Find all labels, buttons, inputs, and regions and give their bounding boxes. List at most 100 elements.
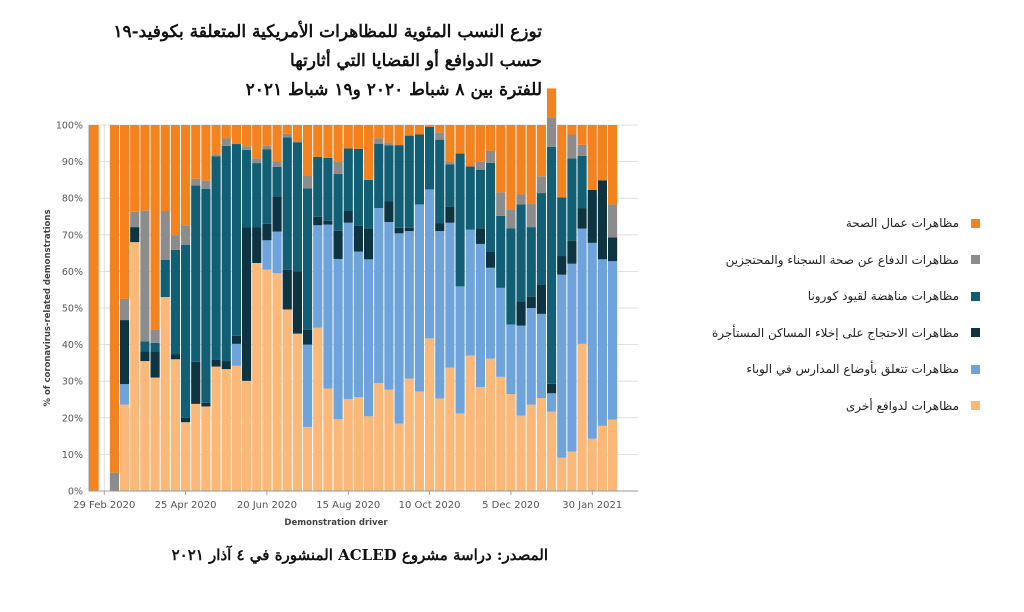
bar-segment-s1-w21 xyxy=(303,344,313,427)
bar-segment-s1-w34 xyxy=(435,231,445,399)
bar-segment-s5-w16 xyxy=(252,125,262,159)
bar-segment-s3-w8 xyxy=(170,249,180,355)
bar-segment-s5-w45 xyxy=(547,88,557,118)
bar-segment-s1-w33 xyxy=(425,189,435,339)
x-tick-label: 30 Jan 2021 xyxy=(562,500,622,511)
bar-segment-s3-w13 xyxy=(221,145,231,362)
bar-segment-s2-w35 xyxy=(445,206,455,223)
y-axis-label: % of coronavirus-related demonstrations xyxy=(43,209,53,406)
y-tick-label: 70% xyxy=(62,230,83,241)
bar-segment-s0-w47 xyxy=(567,451,577,491)
bar-segment-s4-w39 xyxy=(486,150,496,163)
bar-segment-s2-w50 xyxy=(597,180,607,260)
bar-segment-s0-w28 xyxy=(374,383,384,491)
bar-segment-s1-w18 xyxy=(272,231,282,274)
bar-segment-s5-w43 xyxy=(526,125,536,205)
bar-segment-s4-w48 xyxy=(577,144,587,156)
bar-segment-s0-w4 xyxy=(130,242,140,491)
chart-title-block: توزع النسب المئوية للمظاهرات الأمريكية ا… xyxy=(113,18,542,105)
bar-segment-s3-w16 xyxy=(252,163,262,228)
x-tick-label: 25 Apr 2020 xyxy=(155,500,217,511)
bar-segment-s0-w38 xyxy=(475,387,485,491)
bar-segment-s4-w15 xyxy=(242,146,252,150)
grid-lines xyxy=(89,124,638,492)
bar-segment-s3-w22 xyxy=(313,156,323,217)
bar-segment-s3-w20 xyxy=(292,142,302,272)
bar-segment-s1-w40 xyxy=(496,287,506,377)
bar-segment-s2-w23 xyxy=(323,220,333,225)
legend-swatch-health-workers xyxy=(971,218,980,228)
bar-segment-s2-w43 xyxy=(526,296,536,308)
bar-segment-s4-w19 xyxy=(282,133,292,138)
bar-segment-s1-w24 xyxy=(333,258,343,420)
bar-segment-s5-w0 xyxy=(89,125,99,491)
bar-segment-s4-w7 xyxy=(160,211,170,260)
bar-segment-s2-w20 xyxy=(292,271,302,334)
bar-segment-s2-w38 xyxy=(475,228,485,244)
bar-segment-s2-w9 xyxy=(181,417,191,423)
source-note: المصدر: دراسة مشروع ACLED المنشورة في ٤ … xyxy=(171,546,548,564)
bar-segment-s0-w24 xyxy=(333,419,343,491)
bar-segment-s0-w44 xyxy=(536,398,546,491)
y-tick-label: 40% xyxy=(62,340,83,351)
bar-segment-s0-w39 xyxy=(486,358,496,491)
y-tick-label: 10% xyxy=(62,450,83,461)
bar-segment-s1-w38 xyxy=(475,243,485,388)
bar-segment-s4-w12 xyxy=(211,154,221,157)
y-tick-label: 20% xyxy=(62,413,83,424)
bar-segment-s0-w50 xyxy=(597,425,607,491)
bar-segment-s3-w29 xyxy=(384,145,394,202)
bar-segment-s2-w17 xyxy=(262,223,272,241)
bar-segment-s5-w12 xyxy=(211,125,221,155)
bar-segment-s1-w26 xyxy=(353,251,363,398)
bar-segment-s1-w22 xyxy=(313,225,323,328)
bar-segment-s5-w11 xyxy=(201,125,211,181)
bar-segment-s3-w14 xyxy=(231,144,241,336)
bar-segment-s5-w36 xyxy=(455,125,465,154)
y-tick-label: 80% xyxy=(62,194,83,205)
bar-segment-s4-w41 xyxy=(506,209,516,229)
bar-segment-s3-w6 xyxy=(150,342,160,352)
y-tick-label: 90% xyxy=(62,157,83,168)
bar-segment-s3-w33 xyxy=(425,126,435,190)
bar-segment-s0-w35 xyxy=(445,367,455,491)
bar-segment-s4-w38 xyxy=(475,161,485,170)
bar-segment-s0-w18 xyxy=(272,273,282,491)
bar-segment-s3-w23 xyxy=(323,157,333,221)
bar-segment-s1-w43 xyxy=(526,308,536,405)
bar-segment-s3-w26 xyxy=(353,148,363,226)
bar-segment-s2-w15 xyxy=(242,227,252,381)
bar-segment-s3-w37 xyxy=(465,166,475,230)
bar-segment-s0-w9 xyxy=(181,422,191,491)
bar-segment-s0-w34 xyxy=(435,398,445,491)
bar-segment-s5-w5 xyxy=(140,125,150,211)
y-tick-label: 60% xyxy=(62,267,83,278)
bar-segment-s4-w51 xyxy=(608,204,618,238)
bar-segment-s2-w47 xyxy=(567,240,577,264)
bar-segment-s4-w11 xyxy=(201,180,211,189)
bar-segment-s5-w18 xyxy=(272,125,282,162)
bar-segment-s5-w41 xyxy=(506,125,516,210)
legend-item-other: مظاهرات لدوافع أخرى xyxy=(600,388,980,425)
bar-segment-s2-w49 xyxy=(587,189,597,243)
legend-swatch-anti-restrictions xyxy=(971,291,980,301)
bar-segment-s4-w34 xyxy=(435,132,445,140)
bar-segment-s1-w14 xyxy=(231,343,241,366)
bar-segment-s4-w17 xyxy=(262,145,272,150)
bar-segment-s0-w29 xyxy=(384,389,394,491)
bar-segment-s5-w14 xyxy=(231,125,241,145)
bar-segment-s3-w34 xyxy=(435,139,445,224)
bar-segment-s5-w10 xyxy=(191,125,201,179)
bar-segment-s2-w26 xyxy=(353,225,363,252)
bar-segment-s5-w3 xyxy=(120,125,130,299)
legend-swatch-evictions xyxy=(971,328,980,338)
bar-segment-s0-w7 xyxy=(160,297,170,491)
bar-segment-s1-w30 xyxy=(394,233,404,424)
bar-segment-s3-w41 xyxy=(506,228,516,325)
bar-segment-s1-w37 xyxy=(465,229,475,356)
x-tick-label: 15 Aug 2020 xyxy=(316,500,380,511)
bar-segment-s0-w41 xyxy=(506,394,516,491)
bar-segment-s5-w46 xyxy=(557,125,567,198)
bar-segment-s1-w41 xyxy=(506,324,516,395)
bar-segment-s2-w3 xyxy=(120,320,130,385)
